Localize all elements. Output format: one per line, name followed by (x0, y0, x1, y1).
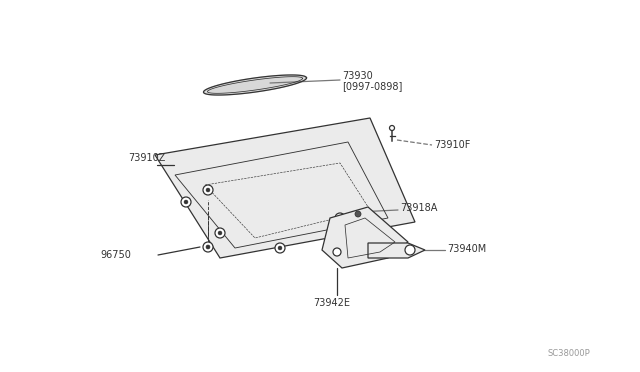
Circle shape (355, 211, 361, 217)
Polygon shape (155, 118, 415, 258)
Text: 73910F: 73910F (434, 140, 470, 150)
Text: 73942E: 73942E (313, 298, 350, 308)
Text: 96750: 96750 (100, 250, 131, 260)
Polygon shape (204, 75, 307, 95)
Polygon shape (368, 243, 425, 258)
Circle shape (215, 228, 225, 238)
Circle shape (203, 242, 213, 252)
Text: 73930: 73930 (342, 71, 372, 81)
Text: [0997-0898]: [0997-0898] (342, 81, 403, 91)
Text: 73940M: 73940M (447, 244, 486, 254)
Circle shape (333, 248, 341, 256)
Circle shape (390, 125, 394, 131)
Circle shape (184, 200, 188, 204)
Circle shape (405, 245, 415, 255)
Circle shape (218, 231, 222, 235)
Circle shape (338, 216, 342, 220)
Circle shape (181, 197, 191, 207)
Circle shape (335, 213, 345, 223)
Polygon shape (322, 207, 408, 268)
Circle shape (275, 243, 285, 253)
Circle shape (203, 185, 213, 195)
Text: 73918A: 73918A (400, 203, 437, 213)
Circle shape (206, 188, 210, 192)
Text: 73910Z: 73910Z (128, 153, 165, 163)
Text: SC38000P: SC38000P (547, 349, 590, 358)
Circle shape (206, 245, 210, 249)
Circle shape (278, 246, 282, 250)
